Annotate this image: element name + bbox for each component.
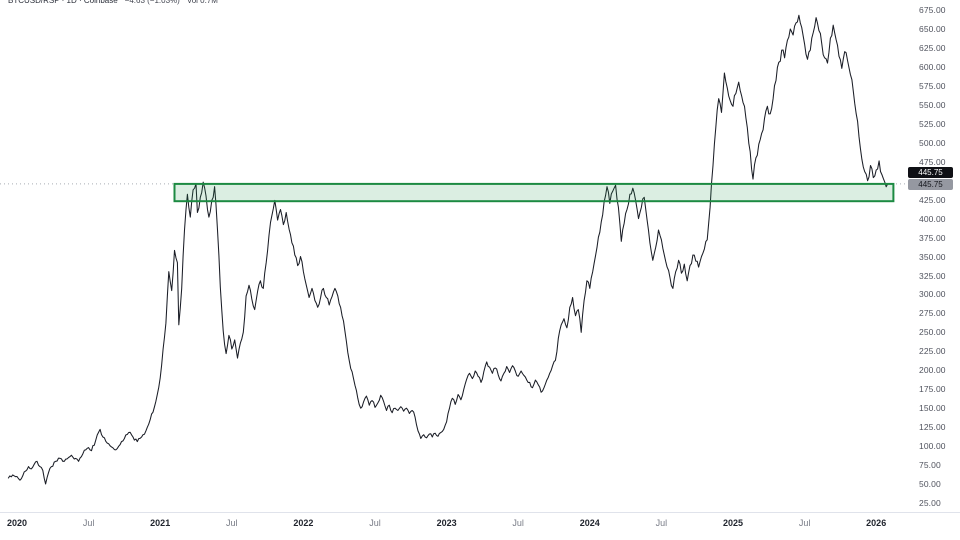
time-axis-label: 2020 — [6, 518, 28, 528]
price-axis-label: 675.00 — [919, 5, 946, 15]
time-axis-label: 2024 — [579, 518, 600, 528]
price-axis-label: 400.00 — [919, 213, 946, 224]
time-axis-label: Jul — [226, 518, 238, 528]
price-axis-label: 175.00 — [919, 384, 946, 395]
price-axis-label: 150.00 — [919, 403, 946, 414]
time-axis-label: Jul — [512, 518, 524, 528]
price-axis-label: 300.00 — [919, 289, 946, 300]
time-axis-label: 2026 — [866, 518, 887, 528]
price-axis-label: 475.00 — [919, 156, 946, 167]
price-axis[interactable]: 675.00 650.00 625.00 600.00 575.00 550.00 525.… — [908, 0, 960, 512]
price-axis-label: 250.00 — [919, 327, 946, 338]
time-axis-label: 2025 — [722, 518, 744, 528]
price-axis-label: 375.00 — [919, 232, 946, 243]
price-series-line — [7, 14, 889, 485]
price-axis-label: 575.00 — [919, 80, 946, 91]
chart-legend[interactable]: BTCUSD/RSP · 1D · Coinbase −4.63 (−1.03%)… — [8, 0, 218, 6]
symbol-title[interactable]: BTCUSD/RSP · 1D · Coinbase — [8, 0, 118, 5]
supply-zone-rectangle[interactable] — [173, 182, 895, 203]
price-change: −4.63 (−1.03%) — [124, 0, 180, 5]
time-axis-label: 2023 — [436, 518, 457, 528]
price-axis-label: 100.00 — [919, 441, 946, 452]
price-axis-label: 25.00 — [919, 498, 941, 508]
time-axis-label: Jul — [655, 518, 668, 528]
price-axis-label: 50.00 — [919, 479, 941, 489]
price-axis-label: 525.00 — [919, 118, 946, 129]
time-axis[interactable]: 2020 Jul 2021 Jul 2022 Jul 2023 Jul 2024 Jul 2025 J… — [0, 512, 960, 540]
price-axis-label: 625.00 — [919, 42, 946, 53]
price-axis-label: 425.00 — [919, 194, 946, 205]
price-axis-label: 500.00 — [919, 137, 946, 148]
price-axis-label: 650.00 — [919, 24, 946, 34]
price-axis-label: 325.00 — [919, 270, 946, 281]
zone-price-badge: 445.75 — [908, 178, 953, 190]
price-axis-label: 125.00 — [919, 422, 946, 433]
price-axis-label: 75.00 — [919, 460, 941, 471]
price-axis-label: 225.00 — [919, 346, 946, 357]
price-axis-label: 200.00 — [919, 365, 946, 376]
time-axis-label: 2022 — [293, 518, 314, 528]
price-axis-label: 275.00 — [919, 308, 946, 319]
time-axis-label: Jul — [82, 518, 95, 528]
last-price-badge: 445.75 — [908, 167, 953, 179]
time-axis-label: 2021 — [150, 518, 171, 528]
time-axis-label: Jul — [369, 518, 381, 528]
price-axis-label: 600.00 — [919, 61, 946, 72]
time-axis-label: Jul — [798, 518, 811, 528]
price-axis-label: 350.00 — [919, 251, 946, 262]
volume-indicator[interactable]: Vol 0.7M — [186, 0, 218, 5]
price-axis-label: 550.00 — [919, 99, 946, 110]
